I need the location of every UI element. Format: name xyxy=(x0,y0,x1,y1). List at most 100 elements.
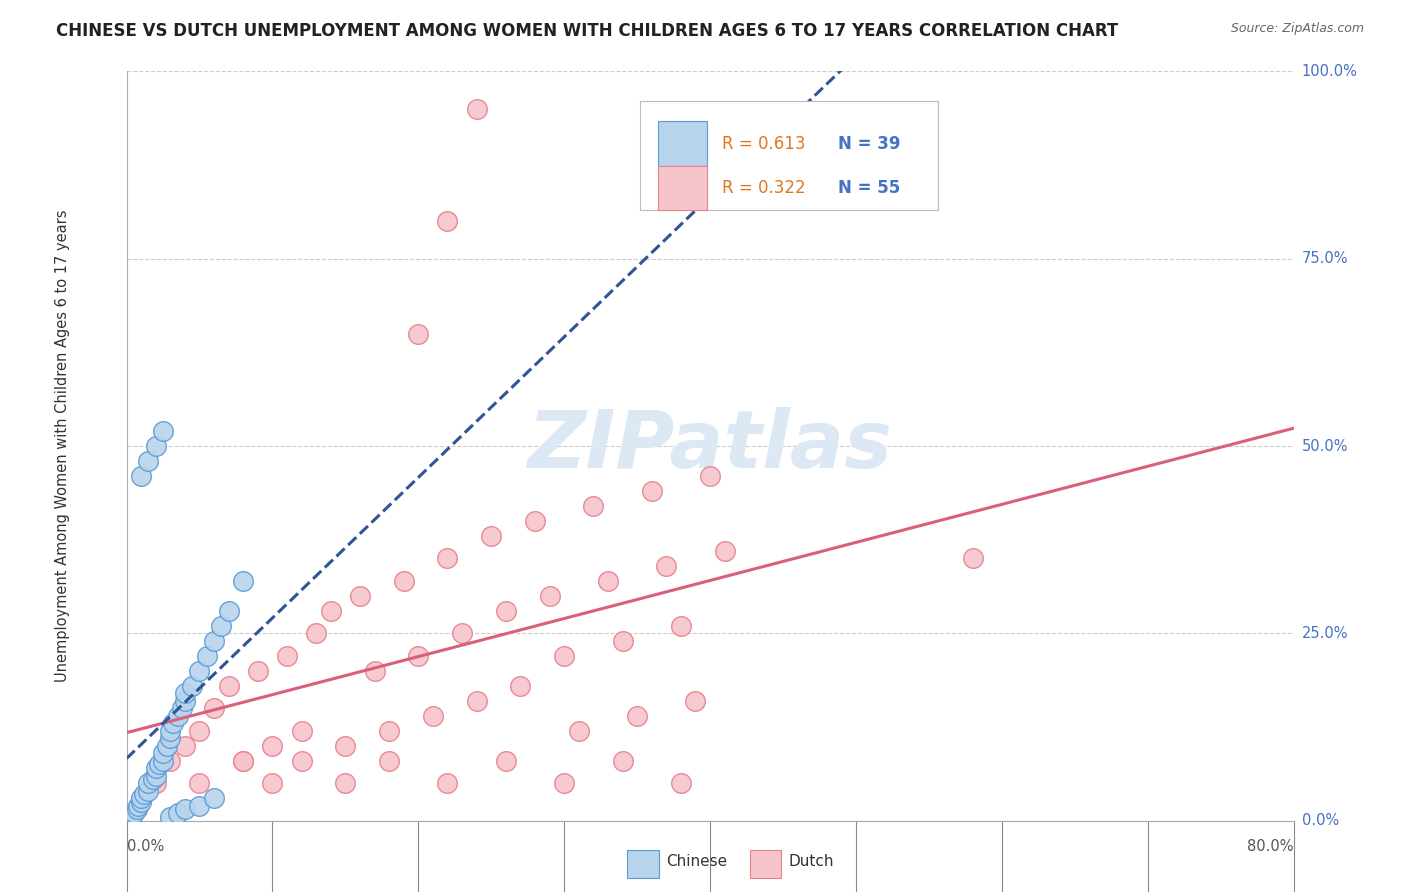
Point xyxy=(174,739,197,753)
Point xyxy=(436,776,458,790)
Point xyxy=(152,754,174,768)
Point xyxy=(174,802,197,816)
Point xyxy=(655,558,678,573)
Text: N = 55: N = 55 xyxy=(838,179,901,197)
Point xyxy=(138,454,160,468)
Point xyxy=(218,604,240,618)
Point xyxy=(290,723,312,738)
Point xyxy=(159,754,181,768)
Text: R = 0.322: R = 0.322 xyxy=(721,179,806,197)
Text: Source: ZipAtlas.com: Source: ZipAtlas.com xyxy=(1230,22,1364,36)
Point xyxy=(495,604,517,618)
Text: 75.0%: 75.0% xyxy=(1302,252,1348,266)
Point xyxy=(290,754,312,768)
FancyBboxPatch shape xyxy=(640,102,938,210)
Text: 80.0%: 80.0% xyxy=(1247,839,1294,855)
Point xyxy=(436,551,458,566)
Point xyxy=(538,589,561,603)
Point xyxy=(218,679,240,693)
Text: 50.0%: 50.0% xyxy=(1302,439,1348,453)
Point xyxy=(612,633,634,648)
Text: ZIPatlas: ZIPatlas xyxy=(527,407,893,485)
Text: Chinese: Chinese xyxy=(665,855,727,870)
Point xyxy=(145,439,167,453)
Point xyxy=(495,754,517,768)
Point xyxy=(145,776,167,790)
Point xyxy=(335,776,357,790)
Point xyxy=(202,633,225,648)
Text: 0.0%: 0.0% xyxy=(1302,814,1339,828)
Point xyxy=(422,708,444,723)
Text: N = 39: N = 39 xyxy=(838,135,901,153)
Point xyxy=(152,746,174,760)
Point xyxy=(465,102,488,116)
Point xyxy=(122,806,145,821)
Point xyxy=(188,723,211,738)
Point xyxy=(465,694,488,708)
Point xyxy=(174,694,197,708)
Point xyxy=(138,776,160,790)
Point xyxy=(145,761,167,775)
Point xyxy=(349,589,371,603)
Point xyxy=(596,574,619,588)
FancyBboxPatch shape xyxy=(658,121,707,166)
Point xyxy=(159,731,181,746)
Text: 0.0%: 0.0% xyxy=(127,839,163,855)
Point xyxy=(170,701,193,715)
Text: CHINESE VS DUTCH UNEMPLOYMENT AMONG WOMEN WITH CHILDREN AGES 6 TO 17 YEARS CORRE: CHINESE VS DUTCH UNEMPLOYMENT AMONG WOME… xyxy=(56,22,1119,40)
FancyBboxPatch shape xyxy=(749,850,782,878)
Point xyxy=(156,739,179,753)
Point xyxy=(188,776,211,790)
Point xyxy=(568,723,591,738)
Point xyxy=(319,604,342,618)
Point xyxy=(582,499,605,513)
Point xyxy=(669,619,692,633)
Point xyxy=(129,791,152,805)
Point xyxy=(246,664,269,678)
Point xyxy=(202,701,225,715)
Point xyxy=(129,469,152,483)
FancyBboxPatch shape xyxy=(627,850,658,878)
Point xyxy=(962,551,984,566)
Point xyxy=(262,776,284,790)
Point xyxy=(145,769,167,783)
Point xyxy=(641,483,664,498)
Point xyxy=(159,723,181,738)
Point xyxy=(479,529,502,543)
Point xyxy=(232,754,254,768)
Point xyxy=(451,626,474,640)
Point xyxy=(363,664,385,678)
Text: Unemployment Among Women with Children Ages 6 to 17 years: Unemployment Among Women with Children A… xyxy=(55,210,70,682)
Point xyxy=(305,626,328,640)
Point xyxy=(125,802,148,816)
Point xyxy=(612,754,634,768)
Point xyxy=(166,708,188,723)
Text: 25.0%: 25.0% xyxy=(1302,626,1348,640)
Point xyxy=(262,739,284,753)
Point xyxy=(142,772,165,787)
Point xyxy=(232,754,254,768)
Point xyxy=(132,788,155,802)
Text: Dutch: Dutch xyxy=(789,855,834,870)
Point xyxy=(138,783,160,797)
Point xyxy=(553,776,575,790)
Point xyxy=(120,810,142,824)
Point xyxy=(162,716,184,731)
Point xyxy=(232,574,254,588)
Point xyxy=(188,798,211,813)
Text: 100.0%: 100.0% xyxy=(1302,64,1358,78)
Point xyxy=(699,469,721,483)
Point xyxy=(276,648,298,663)
Point xyxy=(378,754,401,768)
Point xyxy=(524,514,547,528)
Point xyxy=(188,664,211,678)
Point xyxy=(669,776,692,790)
Point xyxy=(181,679,204,693)
Point xyxy=(335,739,357,753)
Point xyxy=(378,723,401,738)
Point xyxy=(436,214,458,228)
Point xyxy=(166,806,188,821)
Point xyxy=(152,424,174,438)
Point xyxy=(626,708,648,723)
Point xyxy=(159,810,181,824)
